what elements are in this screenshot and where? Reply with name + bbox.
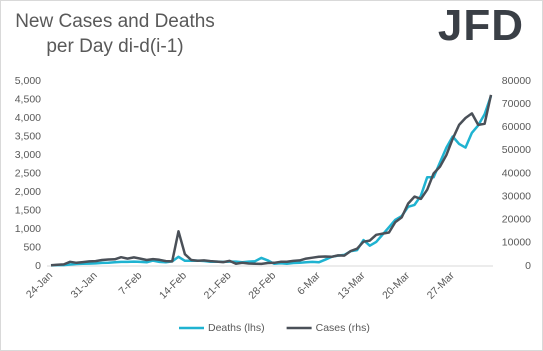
x-tick-label: 28-Feb — [246, 269, 278, 301]
y2-tick-label: 80000 — [502, 75, 531, 87]
x-tick-label: 27-Mar — [425, 269, 457, 301]
y2-tick-label: 60000 — [502, 121, 531, 133]
x-tick-label: 7-Feb — [116, 269, 144, 297]
x-tick-label: 31-Jan — [69, 269, 100, 300]
y2-tick-label: 0 — [525, 260, 531, 272]
y-tick-label: 3,000 — [15, 149, 41, 161]
y-tick-label: 5,000 — [15, 75, 41, 87]
y-tick-label: 4,500 — [15, 93, 41, 105]
series-line — [50, 94, 493, 267]
y-tick-label: 2,000 — [15, 186, 41, 198]
x-tick-label: 6-Mar — [295, 269, 323, 297]
y-tick-label: 500 — [23, 241, 41, 253]
y-tick-label: 1,000 — [15, 223, 41, 235]
logo: JFD — [437, 1, 524, 50]
x-tick-label: 13-Mar — [336, 269, 368, 301]
legend-label: Deaths (lhs) — [208, 322, 265, 334]
y-tick-label: 4,000 — [15, 112, 41, 124]
legend-label: Cases (rhs) — [316, 322, 370, 334]
x-tick-label: 14-Feb — [157, 269, 189, 301]
x-tick-label: 21-Feb — [202, 269, 234, 301]
series-line — [50, 95, 493, 267]
y2-tick-label: 30000 — [502, 190, 531, 202]
y2-tick-label: 20000 — [502, 214, 531, 226]
y2-tick-label: 50000 — [502, 144, 531, 156]
y2-tick-label: 40000 — [502, 167, 531, 179]
y2-tick-label: 70000 — [502, 98, 531, 110]
y-tick-label: 2,500 — [15, 167, 41, 179]
x-tick-label: 24-Jan — [24, 269, 55, 300]
y-tick-label: 3,500 — [15, 130, 41, 142]
x-tick-label: 20-Mar — [380, 269, 412, 301]
y-tick-label: 1,500 — [15, 204, 41, 216]
chart-title: New Cases and Deaths per Day di-d(i-1) — [15, 11, 215, 57]
y-tick-label: 0 — [35, 260, 41, 272]
y2-tick-label: 10000 — [502, 237, 531, 249]
